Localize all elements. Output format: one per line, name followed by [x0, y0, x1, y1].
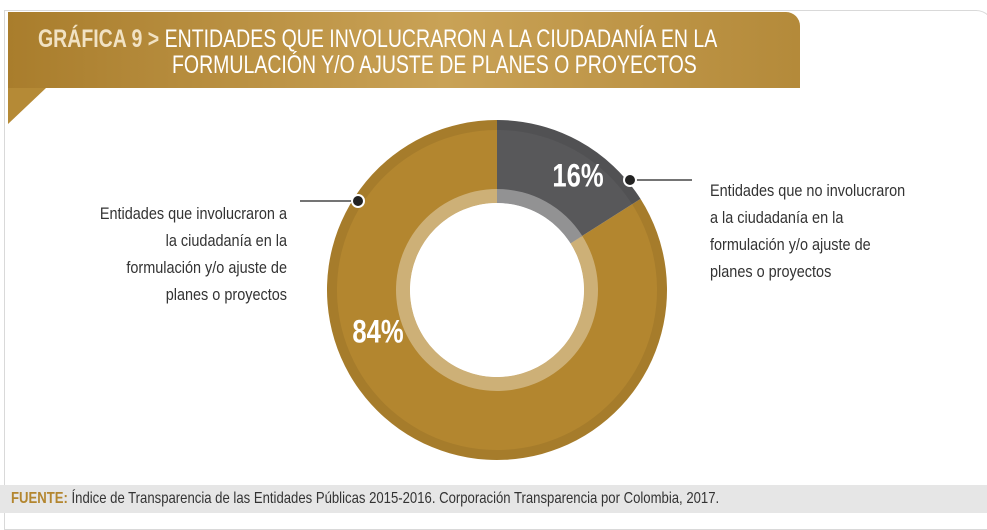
title-line: GRÁFICA 9 > ENTIDADES QUE INVOLUCRARON A… [38, 25, 717, 54]
category-label: Entidades que no involucraron a la ciuda… [710, 181, 906, 281]
leader-dot [623, 173, 637, 187]
source: FUENTE: Índice de Transparencia de las E… [11, 490, 719, 508]
value-label: 84% [352, 315, 403, 350]
donut-inner-ring [497, 189, 583, 244]
donut-hole [410, 203, 584, 377]
source-text: Índice de Transparencia de las Entidades… [71, 490, 720, 507]
donut-inner-ring-tint [497, 189, 583, 244]
title-banner [8, 12, 800, 88]
donut-rim [497, 120, 641, 205]
donut [327, 120, 667, 460]
title-prefix: GRÁFICA 9 > [38, 25, 160, 53]
category-label: Entidades que involucraron a la ciudadan… [99, 204, 287, 304]
donut-segment [327, 120, 667, 460]
leader-dot [351, 194, 365, 208]
source-label: FUENTE: [11, 490, 68, 507]
value-label: 16% [552, 159, 603, 194]
footer [0, 485, 987, 513]
title-line: FORMULACIÓN Y/O AJUSTE DE PLANES O PROYE… [172, 51, 697, 79]
chart: 84% 16% [8, 88, 692, 460]
page: 84% 16% GRÁFICA 9 > ENTIDADES QUE INVOLU… [0, 10, 987, 530]
title: ENTIDADES QUE INVOLUCRARON A LA CIUDADAN… [164, 25, 718, 53]
donut-segment [497, 120, 641, 237]
banner-tab [8, 88, 46, 124]
